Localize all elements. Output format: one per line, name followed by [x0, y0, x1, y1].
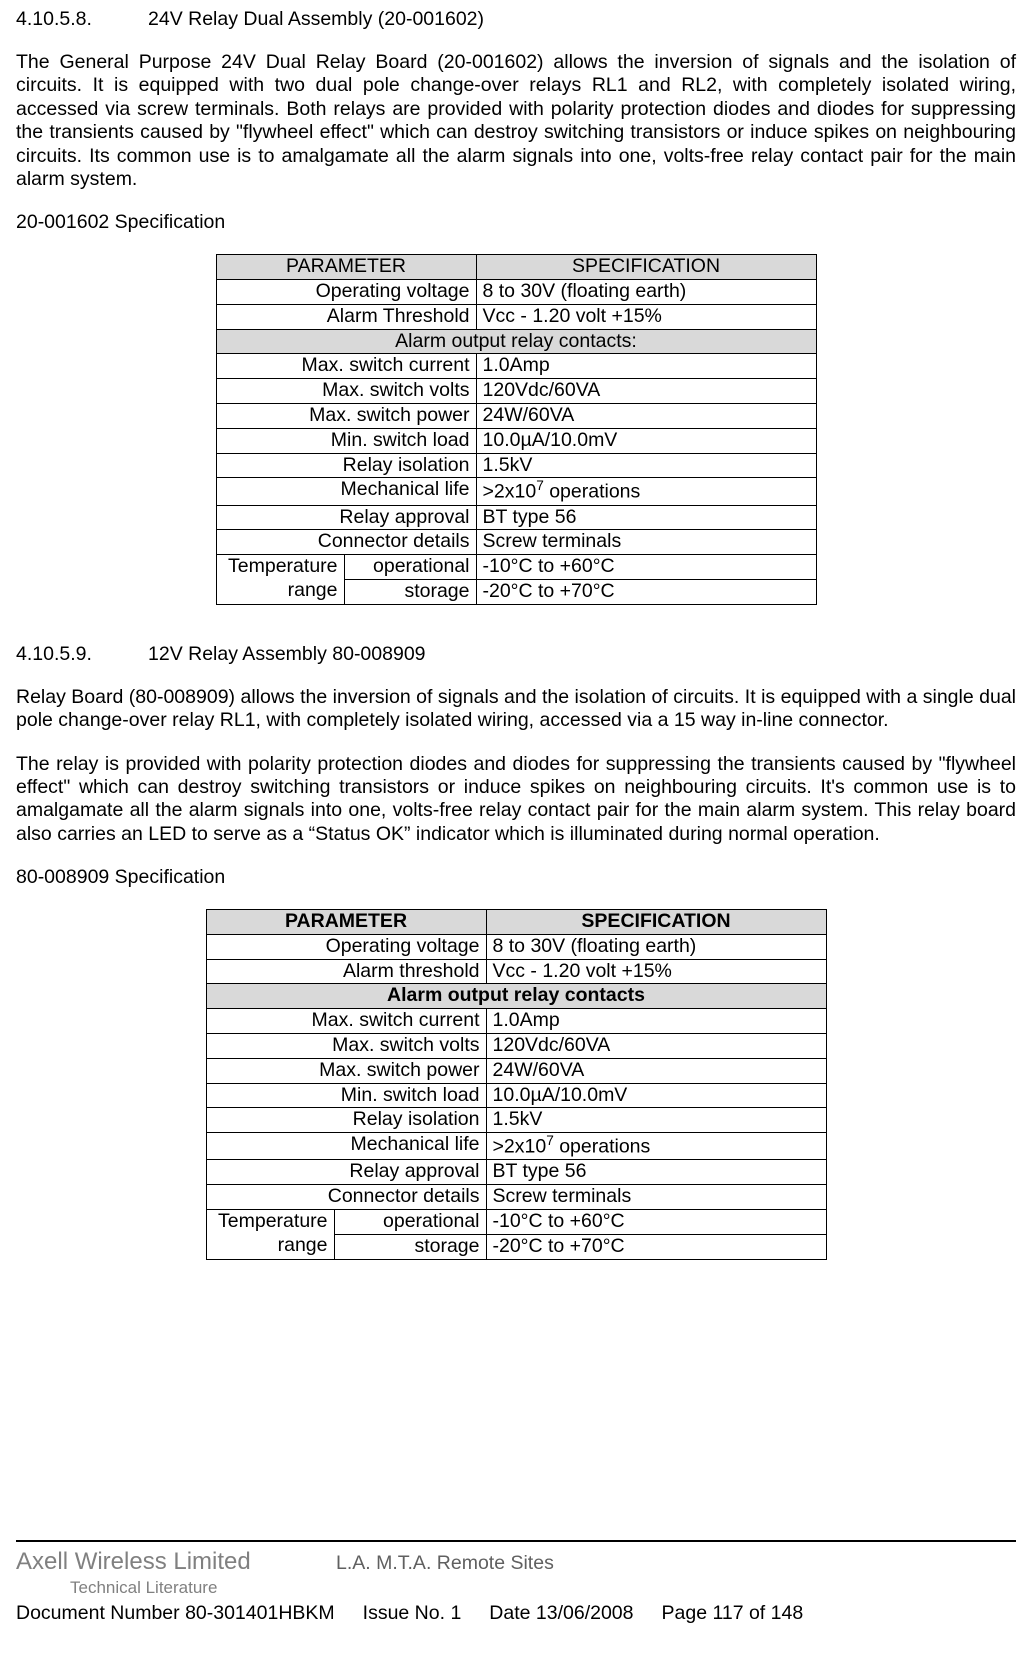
section-title: 12V Relay Assembly 80-008909	[148, 643, 426, 666]
spec-title: 80-008909 Specification	[16, 866, 1016, 889]
section-title: 24V Relay Dual Assembly (20-001602)	[148, 8, 484, 31]
spec-title: 20-001602 Specification	[16, 211, 1016, 234]
section-number: 4.10.5.9.	[16, 643, 148, 666]
page-footer: Axell Wireless Limited L.A. M.T.A. Remot…	[16, 1540, 1016, 1625]
issue-no: Issue No. 1	[363, 1602, 462, 1625]
doc-number: Document Number 80-301401HBKM	[16, 1602, 335, 1625]
section-number: 4.10.5.8.	[16, 8, 148, 31]
spec-table-2: PARAMETERSPECIFICATIONOperating voltage8…	[206, 909, 827, 1259]
page-number: Page 117 of 148	[662, 1602, 804, 1625]
section-heading: 4.10.5.8. 24V Relay Dual Assembly (20-00…	[16, 8, 1016, 31]
section2-paragraph1: Relay Board (80-008909) allows the inver…	[16, 686, 1016, 733]
doc-subtitle: L.A. M.T.A. Remote Sites	[336, 1552, 554, 1575]
company-name: Axell Wireless Limited	[16, 1548, 336, 1576]
section2-paragraph2: The relay is provided with polarity prot…	[16, 753, 1016, 847]
spec-table-1: PARAMETERSPECIFICATIONOperating voltage8…	[216, 254, 817, 604]
section1-paragraph: The General Purpose 24V Dual Relay Board…	[16, 51, 1016, 191]
doc-date: Date 13/06/2008	[489, 1602, 633, 1625]
technical-literature: Technical Literature	[16, 1578, 1016, 1598]
section-heading: 4.10.5.9. 12V Relay Assembly 80-008909	[16, 643, 1016, 666]
